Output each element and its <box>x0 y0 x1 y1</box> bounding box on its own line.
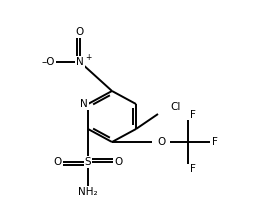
Text: N: N <box>80 99 88 109</box>
Text: O: O <box>76 27 84 37</box>
Text: O: O <box>158 137 166 147</box>
Text: O: O <box>54 157 62 167</box>
Text: NH₂: NH₂ <box>78 187 98 197</box>
Text: O: O <box>114 157 122 167</box>
Text: –O: –O <box>41 57 55 67</box>
Text: F: F <box>190 110 196 120</box>
Text: F: F <box>190 164 196 174</box>
Text: F: F <box>212 137 218 147</box>
Text: Cl: Cl <box>170 102 180 112</box>
Text: S: S <box>85 157 91 167</box>
Text: +: + <box>85 53 91 62</box>
Text: N: N <box>76 57 84 67</box>
